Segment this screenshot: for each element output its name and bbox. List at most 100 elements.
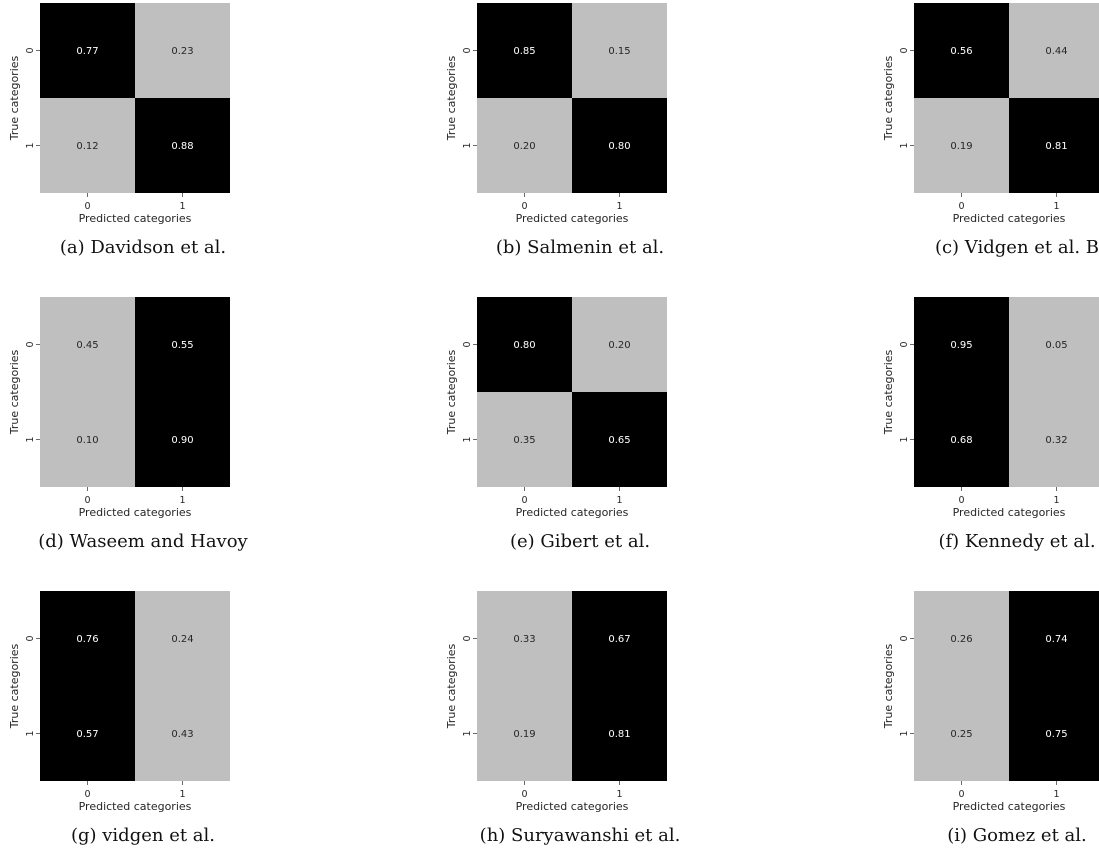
cell-value-label: 0.05 [1045,340,1067,351]
cell-value-label: 0.88 [171,141,193,152]
cell-value-label: 0.25 [950,729,972,740]
cell-value-label: 0.26 [950,634,972,645]
cell-value-label: 0.56 [950,46,972,57]
x-tick-label: 1 [1053,789,1059,800]
heatmap-cell-r0-c1 [135,591,230,686]
heatmap-cell-r0-c1 [135,297,230,392]
confusion-matrix-panel: 0.26 0.74 0.25 0.75 0 1 0 1 Predicted categories… [874,588,1099,863]
heatmap-cell-r1-c0 [914,98,1009,193]
y-axis-label: True categories [445,55,458,141]
cell-value-label: 0.76 [76,634,98,645]
subfigure-caption: (i) Gomez et al. [947,825,1087,846]
cell-value-label: 0.85 [513,46,535,57]
heatmap-cell-r0-c0 [914,3,1009,98]
heatmap-cell-r0-c1 [572,297,667,392]
heatmap-cell-r0-c0 [914,591,1009,686]
heatmap-cell-r0-c1 [572,3,667,98]
x-axis-label: Predicted categories [953,506,1066,519]
cell-value-label: 0.57 [76,729,98,740]
y-axis-label: True categories [8,643,21,729]
heatmap-cell-r0-c0 [914,297,1009,392]
heatmap-cell-r0-c1 [1009,3,1099,98]
x-axis-label: Predicted categories [516,800,629,813]
cell-value-label: 0.32 [1045,435,1067,446]
confusion-matrix-panel: 0.33 0.67 0.19 0.81 0 1 0 1 Predicted categories… [437,588,723,863]
heatmap-cell-r1-c1 [1009,98,1099,193]
heatmap-cell-r1-c0 [40,392,135,487]
y-axis-label: True categories [8,349,21,435]
heatmap-cell-r0-c0 [477,297,572,392]
heatmap-cell-r0-c0 [40,591,135,686]
heatmap-cell-r1-c1 [135,392,230,487]
cell-value-label: 0.20 [513,141,535,152]
cell-value-label: 0.19 [950,141,972,152]
cell-value-label: 0.23 [171,46,193,57]
x-tick-label: 1 [179,201,185,212]
heatmap-cell-r0-c1 [572,591,667,686]
heatmap-cell-r1-c1 [135,98,230,193]
cell-value-label: 0.68 [950,435,972,446]
heatmap-cell-r0-c0 [40,3,135,98]
cell-value-label: 0.44 [1045,46,1067,57]
y-tick-label: 0 [899,47,910,53]
x-axis-label: Predicted categories [79,800,192,813]
confusion-matrix-panel: 0.85 0.15 0.20 0.80 0 1 0 1 Predicted categories… [437,0,723,275]
x-axis-label: Predicted categories [953,800,1066,813]
y-tick-label: 1 [25,730,36,736]
y-axis-label: True categories [882,643,895,729]
subfigure-caption: (a) Davidson et al. [59,237,227,258]
cell-value-label: 0.35 [513,435,535,446]
y-tick-label: 0 [899,341,910,347]
y-tick-label: 1 [899,730,910,736]
cell-value-label: 0.74 [1045,634,1067,645]
x-axis-label: Predicted categories [953,212,1066,225]
y-axis-label: True categories [882,55,895,141]
heatmap-cell-r0-c0 [477,591,572,686]
confusion-matrix-panel: 0.80 0.20 0.35 0.65 0 1 0 1 Predicted categories… [437,294,723,569]
x-tick-label: 1 [179,789,185,800]
cell-value-label: 0.33 [513,634,535,645]
x-tick-label: 0 [958,789,964,800]
x-axis-label: Predicted categories [516,506,629,519]
x-tick-label: 1 [616,201,622,212]
x-tick-label: 0 [84,495,90,506]
heatmap-cell-r1-c0 [40,98,135,193]
y-axis-label: True categories [445,643,458,729]
cell-value-label: 0.55 [171,340,193,351]
y-tick-label: 0 [25,635,36,641]
heatmap-cell-r0-c1 [1009,297,1099,392]
y-tick-label: 0 [899,635,910,641]
confusion-matrix-panel: 0.95 0.05 0.68 0.32 0 1 0 1 Predicted categories… [874,294,1099,569]
cell-value-label: 0.80 [608,141,630,152]
heatmap-cell-r1-c0 [477,392,572,487]
subfigure-caption: (g) vidgen et al. [70,825,216,846]
confusion-matrix-panel: 0.77 0.23 0.12 0.88 0 1 0 1 Predicted categories… [0,0,286,275]
cell-value-label: 0.95 [950,340,972,351]
x-tick-label: 0 [521,201,527,212]
subfigure-caption: (f) Kennedy et al. [938,531,1096,552]
x-tick-label: 0 [958,201,964,212]
heatmap-cell-r1-c1 [135,686,230,781]
x-axis-label: Predicted categories [79,506,192,519]
y-tick-label: 1 [462,730,473,736]
cell-value-label: 0.81 [1045,141,1067,152]
x-tick-label: 1 [179,495,185,506]
heatmap-cell-r1-c0 [477,686,572,781]
confusion-matrix-panel: 0.45 0.55 0.10 0.90 0 1 0 1 Predicted categories… [0,294,286,569]
subfigure-caption: (d) Waseem and Havoy [38,531,248,552]
heatmap-cell-r0-c0 [40,297,135,392]
x-tick-label: 1 [616,789,622,800]
x-tick-label: 1 [1053,201,1059,212]
y-tick-label: 0 [25,341,36,347]
heatmap-cell-r1-c1 [1009,686,1099,781]
heatmap-cell-r0-c1 [1009,591,1099,686]
subfigure-caption: (e) Gibert et al. [509,531,651,552]
heatmap-cell-r1-c1 [572,392,667,487]
